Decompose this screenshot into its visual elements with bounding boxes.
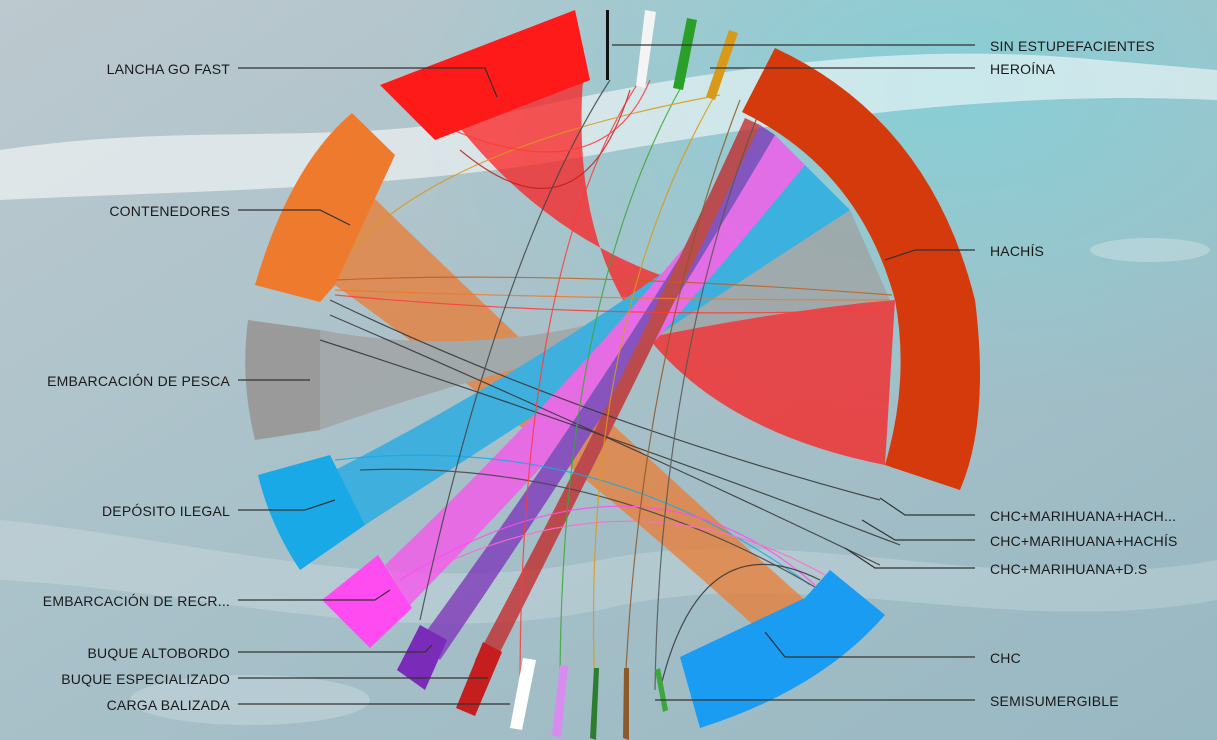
- label-chc-marihuana-hachis: CHC+MARIHUANA+HACHÍS: [990, 533, 1178, 549]
- label-semisumergible: SEMISUMERGIBLE: [990, 693, 1119, 709]
- chord-arcs: [245, 10, 980, 740]
- label-chc-marihuana-ds: CHC+MARIHUANA+D.S: [990, 561, 1148, 577]
- arc-heroina: [706, 30, 738, 100]
- label-lancha: LANCHA GO FAST: [106, 61, 230, 77]
- label-chc: CHC: [990, 650, 1021, 666]
- arc-especializado: [456, 642, 502, 716]
- label-chc-marihuana-hach: CHC+MARIHUANA+HACH...: [990, 508, 1177, 524]
- arc-chc: [680, 570, 885, 728]
- label-altobordo: BUQUE ALTOBORDO: [87, 645, 230, 661]
- label-sin-estupefacientes: SIN ESTUPEFACIENTES: [990, 38, 1155, 54]
- chord-threads: [319, 79, 901, 691]
- label-deposito: DEPÓSITO ILEGAL: [101, 503, 230, 519]
- label-hachis: HACHÍS: [990, 243, 1045, 259]
- ribbon-lancha-hachis: [435, 80, 895, 465]
- label-especializado: BUQUE ESPECIALIZADO: [61, 671, 230, 687]
- arc-small-violet: [552, 665, 568, 738]
- arc-semi: [655, 668, 668, 712]
- label-balizada: CARGA BALIZADA: [106, 697, 230, 713]
- arc-balizada: [510, 658, 536, 730]
- label-recreo: EMBARCACIÓN DE RECR...: [42, 593, 230, 609]
- arc-lancha: [380, 10, 590, 140]
- arc-small-brown: [623, 668, 629, 740]
- label-pesca: EMBARCACIÓN DE PESCA: [47, 373, 230, 389]
- label-heroina: HEROÍNA: [990, 61, 1056, 77]
- arc-altobordo: [397, 625, 447, 690]
- arc-deposito: [258, 455, 365, 570]
- arc-contenedores: [255, 113, 395, 302]
- arc-sin: [606, 10, 609, 80]
- arc-white-top: [636, 10, 656, 88]
- arc-hachis: [742, 48, 980, 490]
- leader-lines: [238, 44, 975, 705]
- label-contenedores: CONTENEDORES: [109, 203, 230, 219]
- arc-small-green: [590, 668, 599, 740]
- ribbon-pesca-hachis: [320, 210, 890, 430]
- arc-green-top: [673, 18, 697, 90]
- arc-recreo: [322, 555, 412, 648]
